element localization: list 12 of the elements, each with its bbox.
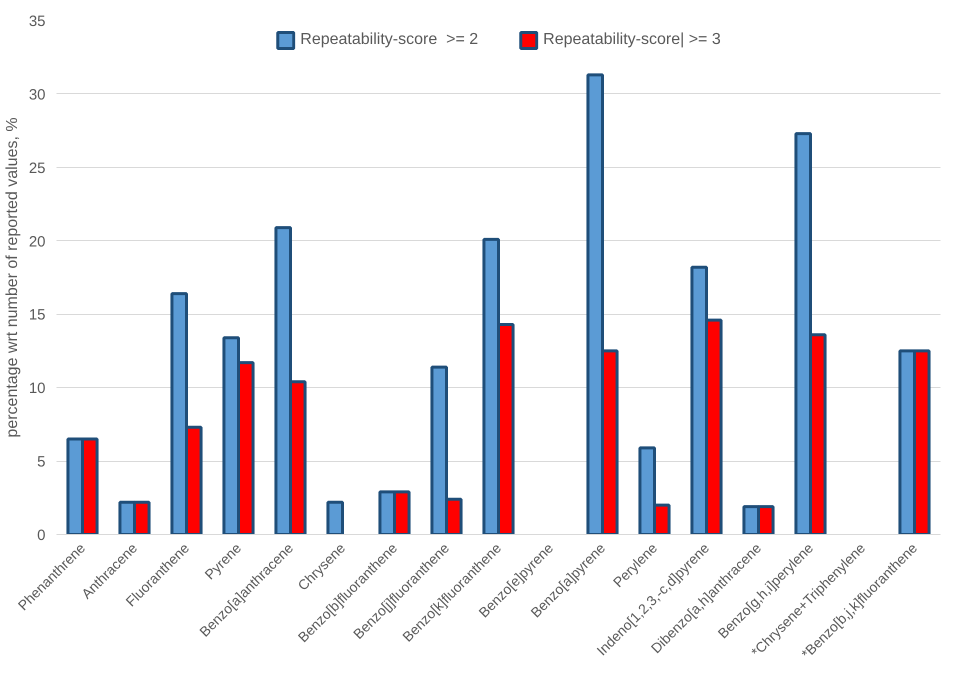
bar <box>326 500 344 534</box>
legend-label: Repeatability-score >= 2 <box>300 31 478 49</box>
y-tick-label: 15 <box>28 306 46 324</box>
y-tick-label: 10 <box>28 380 46 398</box>
legend-label: Repeatability-score| >= 3 <box>543 31 721 49</box>
y-tick-label: 25 <box>28 160 46 177</box>
y-tick-label: 0 <box>37 527 46 544</box>
y-tick-label: 30 <box>28 86 46 104</box>
y-tick-label: 5 <box>37 454 46 471</box>
y-axis-title: percentage wrt number of reported values, % <box>4 117 21 438</box>
y-tick-label: 35 <box>28 13 46 30</box>
y-tick-label: 20 <box>28 233 46 250</box>
